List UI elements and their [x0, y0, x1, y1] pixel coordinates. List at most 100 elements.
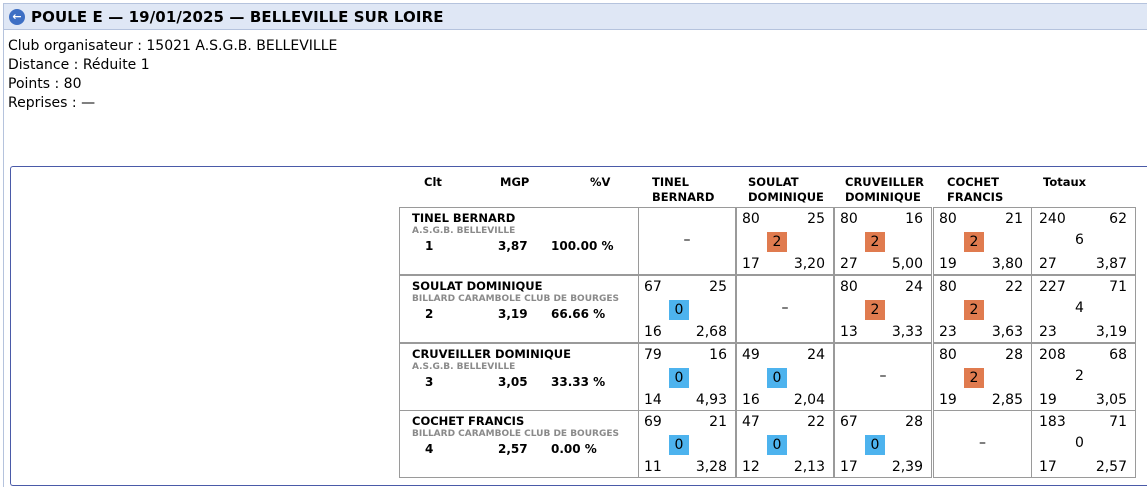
opponent-points: 16 — [709, 347, 727, 363]
opponent-points: 25 — [807, 211, 825, 227]
player-row-soulat[interactable]: SOULAT DOMINIQUE BILLARD CARAMBOLE CLUB D… — [399, 275, 639, 343]
header-col-tinel: TINEL BERNARD — [652, 175, 715, 204]
match-points: 80 — [840, 279, 858, 295]
match-reprises: 19 — [939, 256, 957, 272]
match-points: 47 — [742, 414, 760, 430]
match-reprises: 14 — [644, 392, 662, 408]
total-points: 208 — [1039, 347, 1066, 363]
match-reprises: 27 — [840, 256, 858, 272]
opponent-points: 22 — [1005, 279, 1023, 295]
opponent-points: 28 — [1005, 347, 1023, 363]
player-row-cruveiller[interactable]: CRUVEILLER DOMINIQUE A.S.G.B. BELLEVILLE 3… — [399, 343, 639, 411]
player-win-pct: 33.33 % — [551, 375, 606, 389]
empty-match-dash: – — [781, 300, 789, 316]
player-mgp: 3,87 — [498, 239, 528, 253]
title-bar: ← POULE E — 19/01/2025 — BELLEVILLE SUR … — [3, 3, 1147, 30]
match-average: 3,28 — [695, 459, 727, 475]
opponent-points: 21 — [709, 414, 727, 430]
player-rank: 3 — [425, 375, 434, 389]
match-average: 3,33 — [891, 324, 923, 340]
match-reprises: 13 — [840, 324, 858, 340]
match-cell-soulat-vs-cochet[interactable]: 80 22 2 23 3,63 — [933, 275, 1032, 343]
match-points-badge: 2 — [964, 232, 984, 252]
player-name: COCHET FRANCIS — [412, 414, 525, 428]
totals-cell: 240 62 6 27 3,87 — [1031, 207, 1136, 275]
header-mgp: MGP — [500, 175, 530, 189]
player-rank: 1 — [425, 239, 434, 253]
player-club: A.S.G.B. BELLEVILLE — [412, 226, 516, 236]
total-opponent-points: 71 — [1109, 414, 1127, 430]
match-cell-cruveiller-vs-tinel[interactable]: 79 16 0 14 4,93 — [638, 343, 736, 411]
match-points: 79 — [644, 347, 662, 363]
match-points: 49 — [742, 347, 760, 363]
player-mgp: 3,19 — [498, 307, 528, 321]
opponent-points: 28 — [905, 414, 923, 430]
player-row-cochet[interactable]: COCHET FRANCIS BILLARD CARAMBOLE CLUB DE … — [399, 410, 639, 478]
match-cell-cochet-vs-tinel[interactable]: 69 21 0 11 3,28 — [638, 410, 736, 478]
match-average: 3,80 — [991, 256, 1023, 272]
match-cell-cruveiller-vs-soulat[interactable]: 49 24 0 16 2,04 — [736, 343, 834, 411]
match-reprises: 11 — [644, 459, 662, 475]
player-row-tinel[interactable]: TINEL BERNARD A.S.G.B. BELLEVILLE 1 3,87 100… — [399, 207, 639, 275]
total-reprises: 23 — [1039, 324, 1057, 340]
match-average: 2,39 — [891, 459, 923, 475]
total-reprises: 17 — [1039, 459, 1057, 475]
opponent-points: 21 — [1005, 211, 1023, 227]
match-points-badge: 2 — [865, 300, 885, 320]
empty-match-dash: – — [683, 232, 691, 248]
player-win-pct: 100.00 % — [551, 239, 614, 253]
match-points-badge: 0 — [669, 300, 689, 320]
match-points: 80 — [840, 211, 858, 227]
total-match-points: 4 — [1075, 300, 1084, 316]
match-reprises: 17 — [742, 256, 760, 272]
total-average: 3,87 — [1095, 256, 1127, 272]
player-win-pct: 0.00 % — [551, 442, 597, 456]
match-points: 80 — [939, 211, 957, 227]
distance: Distance : Réduite 1 — [8, 57, 150, 73]
match-points-badge: 0 — [669, 368, 689, 388]
total-points: 240 — [1039, 211, 1066, 227]
match-cell-cruveiller-vs-cochet[interactable]: 80 28 2 19 2,85 — [933, 343, 1032, 411]
total-points: 227 — [1039, 279, 1066, 295]
match-cell-tinel-vs-cruveiller[interactable]: 80 16 2 27 5,00 — [834, 207, 932, 275]
total-average: 3,19 — [1095, 324, 1127, 340]
header-pct-victories: %V — [590, 175, 611, 189]
opponent-points: 24 — [905, 279, 923, 295]
match-average: 2,68 — [695, 324, 727, 340]
match-points: 69 — [644, 414, 662, 430]
empty-match-dash: – — [979, 435, 986, 451]
match-points-badge: 2 — [767, 232, 787, 252]
empty-match-dash: – — [879, 368, 887, 384]
competition-info: Club organisateur : 15021 A.S.G.B. BELLE… — [8, 37, 337, 113]
match-cell-soulat-vs-tinel[interactable]: 67 25 0 16 2,68 — [638, 275, 736, 343]
total-reprises: 19 — [1039, 392, 1057, 408]
totals-cell: 227 71 4 23 3,19 — [1031, 275, 1136, 343]
points: Points : 80 — [8, 76, 82, 92]
player-club: A.S.G.B. BELLEVILLE — [412, 362, 516, 372]
header-col-cochet: COCHET FRANCIS — [947, 175, 1004, 204]
match-cell-cochet-vs-soulat[interactable]: 47 22 0 12 2,13 — [736, 410, 834, 478]
match-reprises: 16 — [644, 324, 662, 340]
match-points-badge: 0 — [767, 435, 787, 455]
match-reprises: 12 — [742, 459, 760, 475]
match-cell-soulat-vs-soulat: – — [736, 275, 834, 343]
opponent-points: 22 — [807, 414, 825, 430]
match-average: 3,63 — [991, 324, 1023, 340]
match-cell-tinel-vs-soulat[interactable]: 80 25 2 17 3,20 — [736, 207, 834, 275]
player-rank: 2 — [425, 307, 434, 321]
player-rank: 4 — [425, 442, 434, 456]
match-cell-tinel-vs-cochet[interactable]: 80 21 2 19 3,80 — [933, 207, 1032, 275]
total-match-points: 0 — [1075, 435, 1084, 451]
player-mgp: 2,57 — [498, 442, 528, 456]
match-reprises: 19 — [939, 392, 957, 408]
match-cell-soulat-vs-cruveiller[interactable]: 80 24 2 13 3,33 — [834, 275, 932, 343]
total-opponent-points: 62 — [1109, 211, 1127, 227]
header-clt: Clt — [424, 175, 442, 189]
back-arrow-icon[interactable]: ← — [9, 8, 25, 25]
total-match-points: 2 — [1075, 368, 1084, 384]
match-average: 5,00 — [891, 256, 923, 272]
match-cell-cochet-vs-cruveiller[interactable]: 67 28 0 17 2,39 — [834, 410, 932, 478]
match-points-badge: 0 — [865, 435, 885, 455]
total-reprises: 27 — [1039, 256, 1057, 272]
total-opponent-points: 71 — [1109, 279, 1127, 295]
